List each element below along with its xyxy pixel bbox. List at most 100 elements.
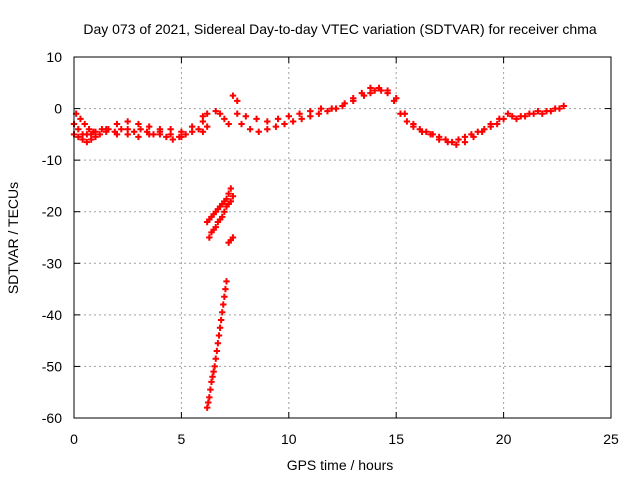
- data-point: [427, 131, 434, 138]
- data-point: [90, 128, 97, 135]
- data-point: [92, 133, 99, 141]
- data-point: [137, 126, 144, 133]
- data-point: [225, 190, 232, 197]
- data-point: [453, 141, 460, 148]
- data-point: [206, 394, 213, 401]
- y-tick-label: -50: [42, 358, 62, 374]
- data-point: [75, 133, 82, 141]
- data-point: [212, 223, 219, 231]
- data-point: [77, 115, 84, 123]
- data-point: [207, 386, 214, 393]
- data-point: [478, 128, 486, 135]
- data-point: [203, 123, 211, 130]
- data-point: [435, 136, 443, 143]
- data-point: [375, 84, 383, 92]
- plot-frame: [73, 56, 612, 419]
- y-axis-label: SDTVAR / TECUs: [5, 182, 21, 294]
- data-point: [182, 131, 189, 138]
- data-point: [103, 128, 110, 135]
- data-point: [219, 309, 226, 316]
- data-point: [130, 128, 138, 135]
- data-point: [307, 113, 314, 120]
- x-tick-label: 10: [281, 431, 297, 447]
- data-point: [83, 138, 91, 146]
- data-point: [350, 95, 357, 102]
- data-point: [96, 131, 103, 138]
- y-tick-label: 10: [46, 49, 62, 65]
- data-point: [87, 136, 95, 143]
- data-point: [225, 120, 232, 128]
- data-point: [213, 347, 221, 355]
- data-point: [163, 133, 170, 141]
- data-point: [79, 136, 86, 143]
- data-point: [221, 208, 228, 215]
- data-point: [212, 355, 219, 362]
- data-point: [81, 120, 88, 128]
- y-tick-label: -30: [42, 255, 62, 271]
- data-point: [206, 234, 213, 241]
- data-point: [253, 115, 260, 123]
- data-point: [188, 123, 196, 130]
- data-point: [547, 107, 555, 115]
- series-upper-track: [72, 110, 185, 141]
- data-point: [223, 195, 230, 203]
- data-point: [504, 110, 512, 117]
- data-point: [145, 131, 153, 138]
- data-point: [444, 138, 451, 146]
- data-point: [264, 126, 271, 133]
- data-point: [229, 193, 237, 200]
- data-point: [234, 110, 241, 117]
- data-point: [246, 126, 254, 133]
- data-point: [167, 131, 174, 138]
- data-points: [70, 84, 567, 411]
- data-point: [209, 373, 216, 380]
- data-point: [223, 278, 230, 285]
- data-point: [118, 126, 125, 133]
- data-point: [410, 120, 417, 128]
- data-point: [418, 128, 426, 135]
- data-point: [214, 340, 222, 347]
- data-point: [393, 95, 400, 102]
- data-point: [274, 115, 282, 123]
- data-point: [229, 234, 237, 241]
- data-point: [220, 301, 227, 308]
- data-point: [255, 128, 262, 135]
- data-point: [227, 198, 235, 205]
- data-point: [135, 133, 142, 141]
- data-point: [212, 107, 219, 115]
- data-point: [324, 107, 331, 115]
- data-point: [455, 136, 462, 143]
- data-point: [234, 97, 241, 105]
- series-mid-day-lower: [238, 84, 563, 148]
- data-point: [401, 110, 408, 117]
- x-tick-label: 0: [70, 431, 78, 447]
- data-point: [124, 131, 131, 138]
- data-point: [298, 115, 305, 123]
- data-point: [238, 120, 245, 128]
- data-point: [210, 368, 217, 375]
- data-point: [242, 113, 250, 120]
- x-tick-label: 25: [603, 431, 619, 447]
- y-tick-label: 0: [54, 101, 62, 117]
- data-point: [216, 110, 224, 117]
- x-tick-label: 20: [496, 431, 512, 447]
- data-point: [264, 118, 271, 125]
- data-point: [534, 107, 542, 115]
- y-tick-label: -10: [42, 152, 62, 168]
- data-point: [317, 105, 325, 112]
- data-point: [384, 87, 391, 94]
- data-point: [487, 120, 494, 128]
- y-tick-label: -20: [42, 204, 62, 220]
- data-point: [281, 120, 288, 128]
- data-point: [341, 100, 348, 107]
- data-point: [199, 128, 207, 135]
- data-point: [556, 105, 563, 112]
- data-point: [496, 115, 503, 123]
- data-point: [508, 113, 516, 120]
- data-point: [113, 131, 121, 138]
- chart-title: Day 073 of 2021, Sidereal Day-to-day VTE…: [83, 21, 596, 37]
- data-point: [539, 110, 546, 117]
- data-point: [272, 123, 280, 130]
- data-point: [135, 120, 142, 128]
